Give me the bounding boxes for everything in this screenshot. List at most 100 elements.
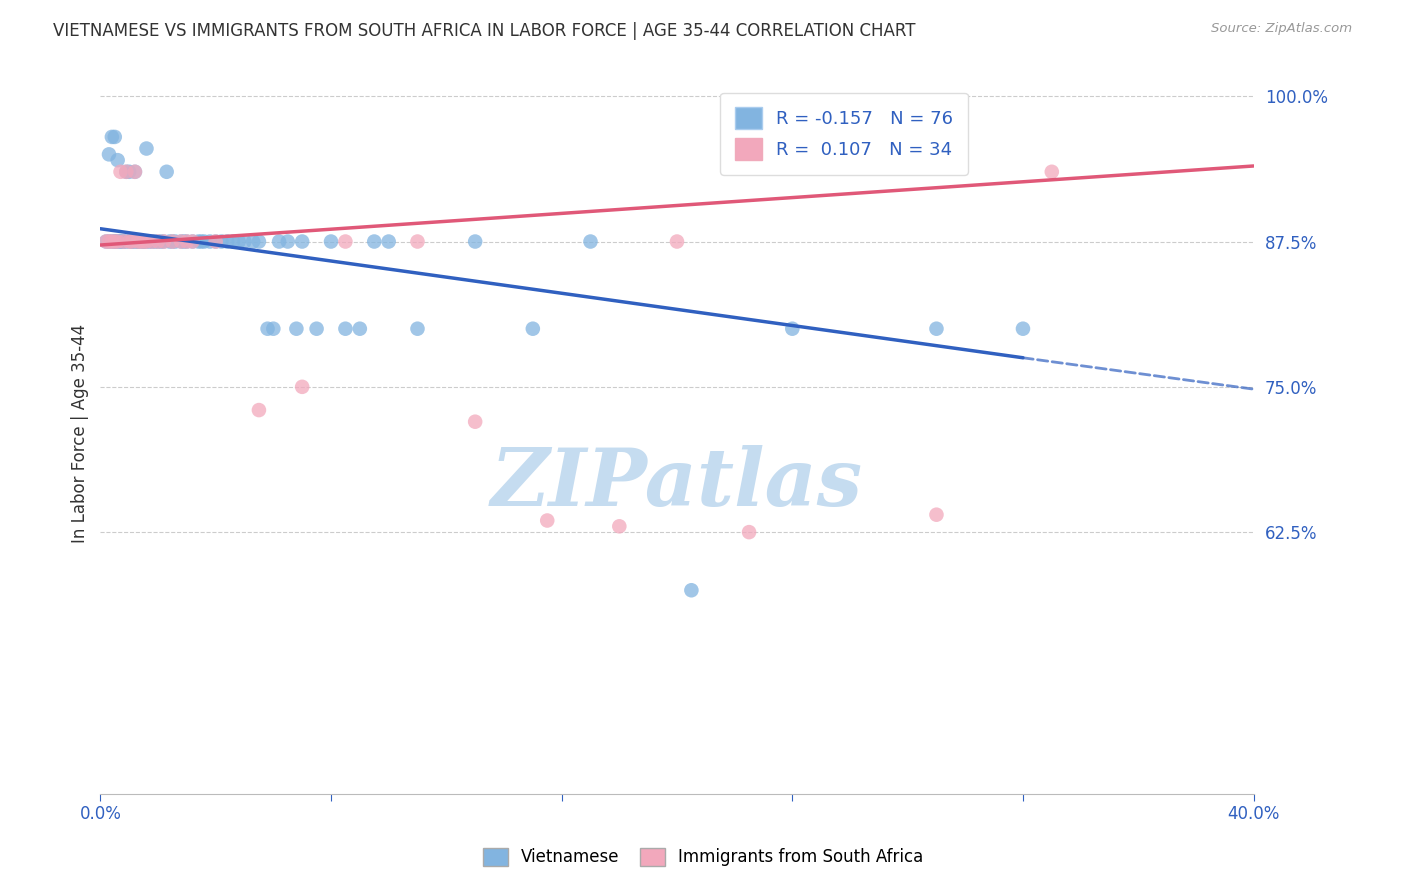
Point [104,235,127,249]
Point [107,235,129,249]
Point [262,322,284,336]
Point [319,235,342,249]
Point [127,235,149,249]
Point [124,165,146,179]
Point [124,235,146,249]
Point [173,235,195,249]
Point [291,235,314,249]
Point [349,322,371,336]
Point [104,129,127,144]
Point [170,235,193,249]
Point [247,235,270,249]
Point [217,235,239,249]
Point [579,235,602,249]
Point [118,165,141,179]
Point [925,322,948,336]
Legend: R = -0.157   N = 76, R =  0.107   N = 34: R = -0.157 N = 76, R = 0.107 N = 34 [720,93,967,175]
Point [110,235,132,249]
Point [129,235,152,249]
Point [190,235,212,249]
Point [152,235,174,249]
Point [176,235,198,249]
Point [464,235,486,249]
Point [135,235,157,249]
Point [129,235,152,249]
Point [162,235,184,249]
Point [101,235,124,249]
Point [94,235,117,249]
Point [132,235,155,249]
Text: VIETNAMESE VS IMMIGRANTS FROM SOUTH AFRICA IN LABOR FORCE | AGE 35-44 CORRELATIO: VIETNAMESE VS IMMIGRANTS FROM SOUTH AFRI… [53,22,915,40]
Point [115,235,138,249]
Point [141,235,163,249]
Point [181,235,204,249]
Point [193,235,215,249]
Point [406,235,429,249]
Point [285,322,308,336]
Point [305,322,328,336]
Point [607,519,630,533]
Point [112,235,135,249]
Point [132,235,155,249]
Point [228,235,250,249]
Point [269,235,291,249]
Point [247,403,270,417]
Point [209,235,232,249]
Point [181,235,204,249]
Point [335,235,357,249]
Point [127,235,149,249]
Point [738,525,761,540]
Point [115,165,138,179]
Point [124,165,146,179]
Point [464,415,486,429]
Point [94,235,117,249]
Point [101,129,124,144]
Point [104,235,127,249]
Point [204,235,226,249]
Point [170,235,193,249]
Point [925,508,948,522]
Point [665,235,688,249]
Point [141,235,163,249]
Point [406,322,429,336]
Point [204,235,226,249]
Point [242,235,264,249]
Y-axis label: In Labor Force | Age 35-44: In Labor Force | Age 35-44 [72,324,89,543]
Point [782,322,804,336]
Point [159,235,181,249]
Point [110,235,132,249]
Point [536,514,558,528]
Point [135,142,157,156]
Point [1040,165,1063,179]
Point [681,583,703,598]
Point [149,235,172,249]
Point [152,235,174,249]
Point [118,235,141,249]
Point [377,235,399,249]
Point [135,235,157,249]
Point [138,235,160,249]
Point [256,322,278,336]
Point [101,235,124,249]
Point [112,235,135,249]
Point [107,153,129,168]
Point [121,235,143,249]
Point [165,235,187,249]
Point [118,235,141,249]
Point [233,235,256,249]
Point [110,165,132,179]
Point [143,235,166,249]
Point [222,235,245,249]
Point [162,235,184,249]
Point [146,235,169,249]
Point [522,322,544,336]
Point [107,235,129,249]
Point [115,165,138,179]
Text: ZIPatlas: ZIPatlas [491,445,863,523]
Point [187,235,209,249]
Point [98,235,121,249]
Point [121,235,143,249]
Point [156,165,179,179]
Point [1012,322,1035,336]
Text: Source: ZipAtlas.com: Source: ZipAtlas.com [1212,22,1353,36]
